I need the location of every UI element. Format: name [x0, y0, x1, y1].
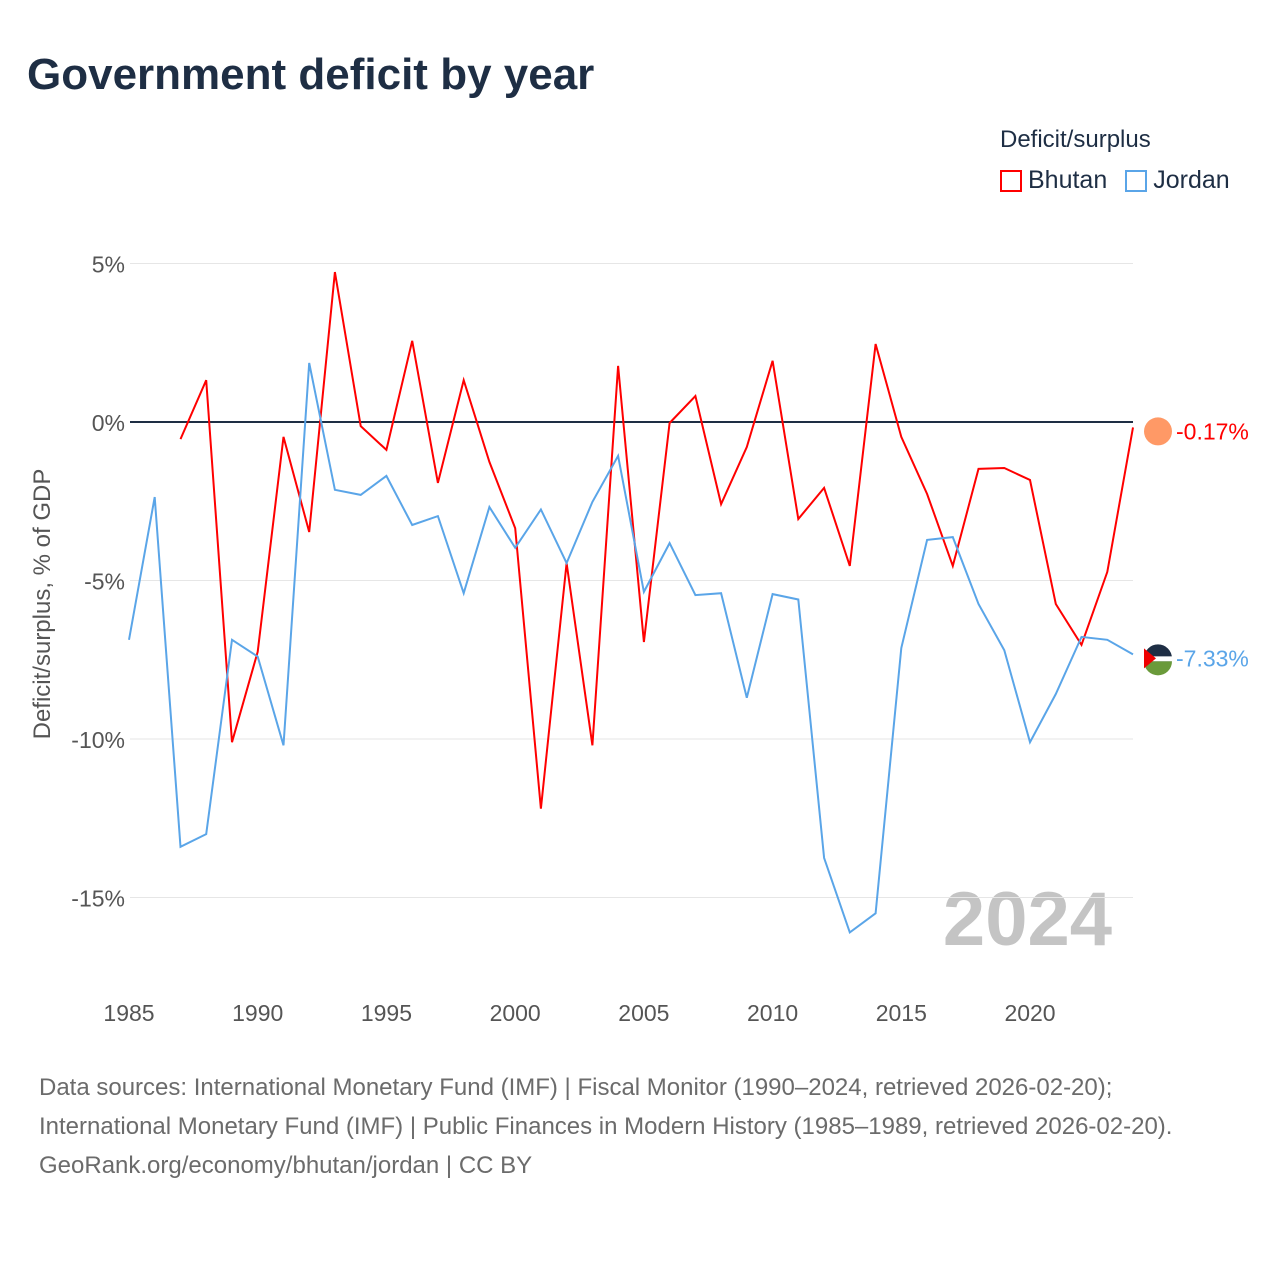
credit-link[interactable]: GeoRank.org/economy/bhutan/jordan | CC B… — [39, 1152, 533, 1179]
y-tick-label: 5% — [92, 252, 125, 278]
legend-label: Bhutan — [1028, 166, 1108, 194]
y-tick-label: 0% — [92, 410, 125, 436]
jordan-flag-triangle — [1144, 648, 1156, 669]
x-tick-label: 2010 — [747, 1000, 798, 1026]
x-tick-label: 2005 — [618, 1000, 669, 1026]
y-tick-label: -10% — [71, 727, 125, 753]
y-tick-label: -5% — [84, 569, 125, 595]
y-tick-label: -15% — [71, 886, 125, 912]
jordan-flag-stripe — [1144, 656, 1172, 662]
y-axis-label: Deficit/surplus, % of GDP — [29, 469, 56, 740]
x-tick-label: 2020 — [1004, 1000, 1055, 1026]
jordan-flag-stripe — [1144, 661, 1172, 676]
series-line-bhutan — [179, 271, 1134, 809]
legend-swatch-bhutan — [1000, 169, 1022, 192]
legend-title: Deficit/surplus — [1000, 126, 1151, 153]
end-value-label-bhutan: -0.17% — [1176, 418, 1249, 444]
legend-item-jordan[interactable]: Jordan — [1125, 166, 1230, 195]
x-tick-label: 2000 — [490, 1000, 541, 1026]
x-tick-label: 1985 — [103, 1000, 154, 1026]
x-tick-label: 1990 — [232, 1000, 283, 1026]
bhutan-flag-icon — [1144, 417, 1172, 446]
series-line-jordan — [128, 362, 1134, 935]
x-tick-label: 2015 — [876, 1000, 927, 1026]
end-value-label-jordan: -7.33% — [1176, 645, 1249, 671]
legend-swatch-jordan — [1125, 169, 1148, 192]
legend-item-bhutan[interactable]: Bhutan — [1000, 166, 1107, 195]
year-watermark: 2024 — [943, 877, 1112, 962]
legend-label: Jordan — [1153, 166, 1230, 194]
x-tick-label: 1995 — [361, 1000, 412, 1026]
footer: Data sources: International Monetary Fun… — [39, 1068, 1239, 1185]
data-sources: Data sources: International Monetary Fun… — [39, 1074, 1173, 1140]
chart-title: Government deficit by year — [27, 50, 595, 99]
legend: Bhutan Jordan — [1000, 166, 1230, 195]
